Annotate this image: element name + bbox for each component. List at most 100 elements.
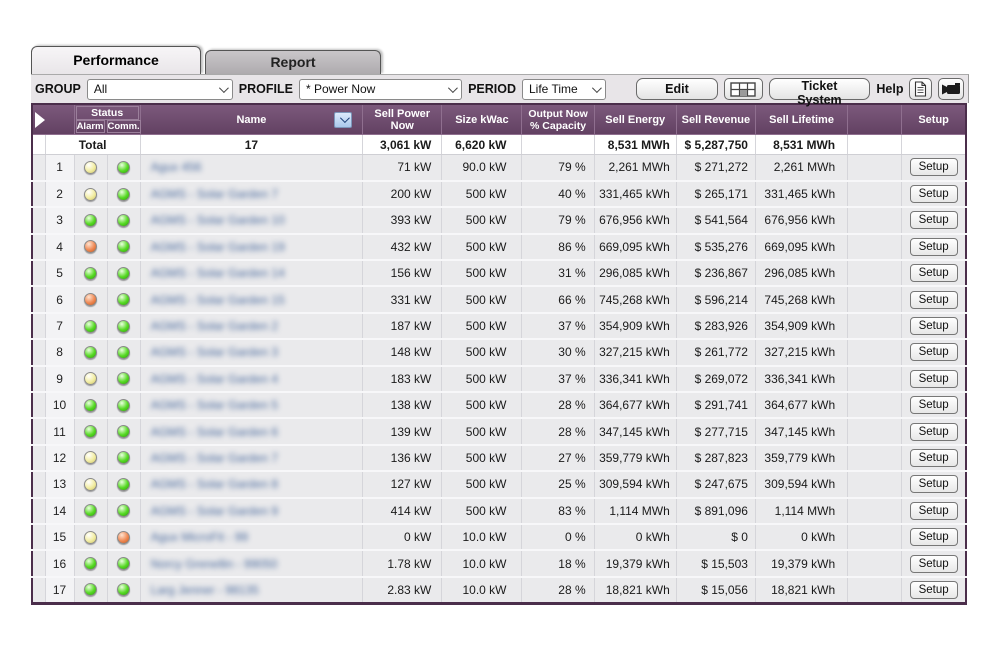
group-select[interactable]: All xyxy=(86,78,233,100)
comm-status-light-green xyxy=(117,240,131,254)
table-row: 13 AGMS - Solar Garden 8 127 kW 500 kW 2… xyxy=(32,471,967,499)
setup-button[interactable]: Setup xyxy=(909,158,958,177)
period-select[interactable]: Life Time xyxy=(522,78,607,100)
app-window: Performance Report GROUP All PROFILE * P… xyxy=(31,46,969,605)
sell-energy-column-header[interactable]: Sell Energy xyxy=(593,103,677,135)
size-value: 500 kW xyxy=(441,286,523,314)
tab-performance[interactable]: Performance xyxy=(31,46,201,74)
setup-button[interactable]: Setup xyxy=(909,448,958,467)
setup-button[interactable]: Setup xyxy=(909,422,958,441)
setup-button[interactable]: Setup xyxy=(909,317,958,336)
setup-button[interactable]: Setup xyxy=(909,211,958,230)
grid-view-button[interactable] xyxy=(723,78,763,100)
output-percent-value: 86 % xyxy=(521,233,595,262)
setup-button[interactable]: Setup xyxy=(909,554,958,573)
sell-power-column-header[interactable]: Sell Power Now xyxy=(362,103,443,135)
row-selector-header[interactable] xyxy=(31,103,75,135)
size-column-header[interactable]: Size kWac xyxy=(441,103,523,135)
sell-lifetime-value: 347,145 kWh xyxy=(755,418,849,446)
site-name-link-blurred[interactable]: AGMS - Solar Garden 14 xyxy=(150,266,285,281)
help-video-button[interactable] xyxy=(938,78,965,100)
name-column-header[interactable]: Name xyxy=(139,103,364,135)
comm-status-cell xyxy=(107,444,141,473)
row-arrow-cell xyxy=(32,392,46,420)
sell-revenue-column-header[interactable]: Sell Revenue xyxy=(675,103,756,135)
comm-status-cell xyxy=(107,339,141,367)
edit-button[interactable]: Edit xyxy=(636,78,718,100)
row-number: 5 xyxy=(45,260,75,288)
site-name-link-blurred[interactable]: AGMS - Solar Garden 4 xyxy=(150,371,279,386)
chevron-down-icon xyxy=(592,82,603,93)
comm-status-cell xyxy=(107,392,141,420)
setup-button[interactable]: Setup xyxy=(909,237,958,256)
comm-status-light-green xyxy=(117,425,131,439)
total-sell-revenue: $ 5,287,750 xyxy=(676,134,756,155)
setup-button[interactable]: Setup xyxy=(909,369,958,388)
site-name-link-blurred[interactable]: AGMS - Solar Garden 10 xyxy=(150,213,285,228)
comm-status-light-green xyxy=(117,398,131,412)
table-row: 9 AGMS - Solar Garden 4 183 kW 500 kW 37… xyxy=(32,365,967,394)
ticket-system-button[interactable]: Ticket System xyxy=(768,78,871,107)
table-header: Status Alarm Comm. Name Sell Power Now S… xyxy=(31,103,967,135)
site-name-link-blurred[interactable]: AGMS - Solar Garden 7 xyxy=(150,187,279,202)
setup-button[interactable]: Setup xyxy=(909,290,958,309)
output-percent-value: 31 % xyxy=(521,260,595,288)
site-name-cell: AGMS - Solar Garden 7 xyxy=(140,444,364,473)
row-arrow-cell xyxy=(32,312,46,341)
alarm-status-cell xyxy=(74,418,108,446)
site-name-link-blurred[interactable]: AGMS - Solar Garden 7 xyxy=(150,450,279,465)
site-name-cell: AGMS - Solar Garden 19 xyxy=(140,233,364,262)
site-name-link-blurred[interactable]: AGMS - Solar Garden 8 xyxy=(150,477,279,492)
site-name-link-blurred[interactable]: AGMS - Solar Garden 6 xyxy=(150,424,279,439)
row-arrow-cell xyxy=(32,550,46,578)
name-header-label: Name xyxy=(236,113,267,126)
setup-button[interactable]: Setup xyxy=(909,396,958,415)
name-sort-button[interactable] xyxy=(334,111,353,128)
site-name-link-blurred[interactable]: Larg Jenner - 98135 xyxy=(150,582,259,597)
row-arrow-cell xyxy=(32,497,46,525)
table-row: 5 AGMS - Solar Garden 14 156 kW 500 kW 3… xyxy=(32,260,967,288)
group-label: GROUP xyxy=(35,82,81,96)
site-name-cell: Agux MicroFit - 99 xyxy=(140,523,364,552)
comm-status-cell xyxy=(107,312,141,341)
alarm-status-cell xyxy=(74,154,108,182)
site-name-link-blurred[interactable]: Norcy Grenellin - 99050 xyxy=(150,556,278,571)
setup-button[interactable]: Setup xyxy=(909,580,958,599)
alarm-status-light-green xyxy=(84,319,98,333)
site-name-link-blurred[interactable]: Agux 456 xyxy=(150,160,202,175)
setup-button[interactable]: Setup xyxy=(909,343,958,362)
table-row: 15 Agux MicroFit - 99 0 kW 10.0 kW 0 % 0… xyxy=(32,523,967,552)
setup-button[interactable]: Setup xyxy=(909,264,958,283)
setup-cell: Setup xyxy=(901,365,967,394)
setup-cell: Setup xyxy=(901,286,967,314)
profile-select[interactable]: * Power Now xyxy=(298,78,463,100)
output-percent-value: 83 % xyxy=(521,497,595,525)
site-name-link-blurred[interactable]: AGMS - Solar Garden 5 xyxy=(150,398,279,413)
row-empty-cell xyxy=(847,180,903,209)
output-column-header[interactable]: Output Now % Capacity xyxy=(521,103,595,135)
tab-report[interactable]: Report xyxy=(205,50,381,74)
site-name-link-blurred[interactable]: AGMS - Solar Garden 2 xyxy=(150,319,279,334)
alarm-status-cell xyxy=(74,550,108,578)
sell-lifetime-column-header[interactable]: Sell Lifetime xyxy=(754,103,849,135)
comm-status-light-green xyxy=(117,451,131,465)
sell-power-value: 183 kW xyxy=(362,365,443,394)
setup-button[interactable]: Setup xyxy=(909,475,958,494)
setup-button[interactable]: Setup xyxy=(909,185,958,204)
site-name-link-blurred[interactable]: AGMS - Solar Garden 15 xyxy=(150,292,285,307)
row-number: 15 xyxy=(45,523,75,552)
size-value: 500 kW xyxy=(441,365,523,394)
site-name-link-blurred[interactable]: Agux MicroFit - 99 xyxy=(150,530,249,545)
setup-button[interactable]: Setup xyxy=(909,501,958,520)
profile-select-value: * Power Now xyxy=(305,82,376,96)
help-document-button[interactable] xyxy=(909,78,933,100)
total-arrow-cell xyxy=(32,134,46,155)
chevron-down-icon xyxy=(339,113,350,124)
site-name-link-blurred[interactable]: AGMS - Solar Garden 19 xyxy=(150,239,285,254)
row-number: 14 xyxy=(45,497,75,525)
site-name-link-blurred[interactable]: AGMS - Solar Garden 9 xyxy=(150,503,279,518)
site-name-link-blurred[interactable]: AGMS - Solar Garden 3 xyxy=(150,345,279,360)
table-body: Total 17 3,061 kW 6,620 kW 8,531 MWh $ 5… xyxy=(32,134,967,605)
sell-energy-value: 19,379 kWh xyxy=(594,550,677,578)
setup-button[interactable]: Setup xyxy=(909,528,958,547)
